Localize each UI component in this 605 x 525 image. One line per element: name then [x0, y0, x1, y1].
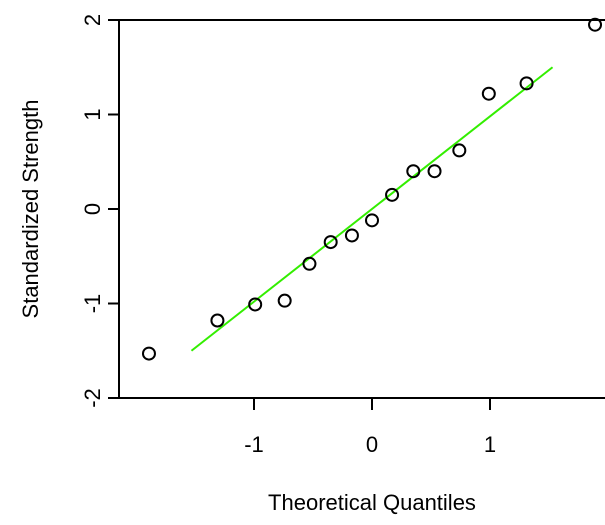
data-points: [141, 17, 603, 361]
data-point-14: [519, 76, 534, 91]
data-point-6: [323, 235, 338, 250]
plot-frame: [118, 19, 605, 399]
data-point-10: [406, 164, 421, 179]
x-tick-label: 0: [366, 432, 378, 457]
data-point-11: [427, 164, 442, 179]
y-tick-label: 1: [80, 108, 105, 120]
y-axis-title: Standardized Strength: [18, 100, 43, 319]
data-point-7: [344, 228, 359, 243]
data-point-9: [385, 187, 400, 202]
reference-line: [190, 66, 554, 352]
x-axis-title: Theoretical Quantiles: [268, 490, 476, 515]
y-tick-label: -2: [80, 388, 105, 408]
x-axis-ticks: -1 0 1: [244, 398, 496, 457]
x-tick-label: 1: [484, 432, 496, 457]
y-tick-label: 0: [80, 203, 105, 215]
data-point-2: [210, 313, 225, 328]
y-tick-label: -1: [80, 294, 105, 314]
y-axis-ticks: -2 -1 0 1 2: [80, 14, 119, 408]
data-point-4: [277, 293, 292, 308]
data-point-5: [302, 256, 317, 271]
data-point-13: [481, 86, 496, 101]
data-point-12: [452, 143, 467, 158]
data-point-15: [588, 17, 603, 32]
data-point-8: [365, 213, 379, 228]
data-point-1: [141, 346, 156, 361]
data-point-3: [248, 297, 263, 312]
x-tick-label: -1: [244, 432, 264, 457]
y-tick-label: 2: [80, 14, 105, 26]
